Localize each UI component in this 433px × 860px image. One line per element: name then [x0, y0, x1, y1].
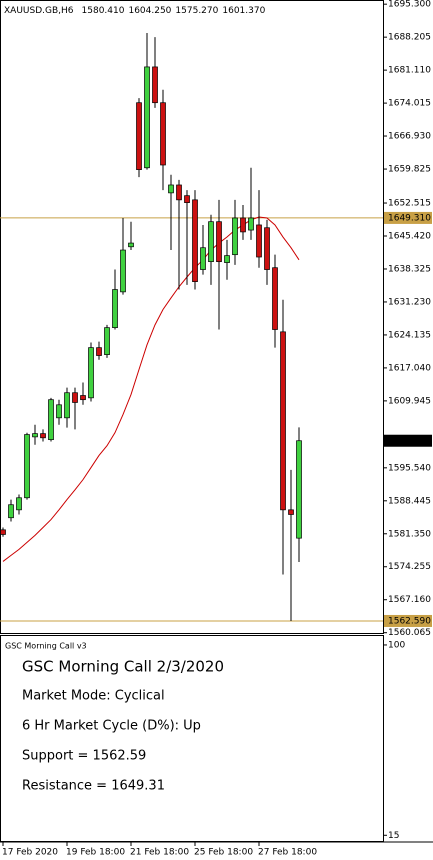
candle-body [40, 433, 46, 439]
symbol: XAUUSD.GB,H6 [4, 6, 74, 16]
y-tick-label: 1567.160 [388, 595, 431, 605]
low-value: 1575.270 [175, 6, 218, 16]
level-label: 1649.310 [388, 213, 431, 223]
candle-body [136, 102, 142, 170]
candle-body [200, 247, 206, 270]
y-tick-label: 1560.065 [388, 628, 431, 638]
candle-body [168, 184, 174, 194]
candle-body [64, 392, 70, 419]
candle-body [280, 331, 286, 511]
candle-body [248, 217, 254, 231]
candle-body [104, 327, 110, 355]
y-tick-label: 1659.825 [388, 165, 431, 175]
candle-body [144, 66, 150, 169]
y-tick-label: 1652.515 [388, 199, 431, 209]
open-value: 1580.410 [82, 6, 125, 16]
y-tick-label: 1624.135 [388, 330, 431, 340]
candle-body [288, 509, 294, 515]
candle-body [8, 504, 14, 519]
y-tick-label: 1645.420 [388, 232, 431, 242]
panel-line: Resistance = 1649.31 [22, 779, 165, 794]
candle-body [112, 289, 118, 329]
candle-body [208, 221, 214, 263]
close-value: 1601.370 [222, 6, 265, 16]
level-label: 1562.590 [388, 616, 431, 626]
y-tick-label: 1681.110 [388, 66, 431, 76]
last-price-label: 1601.370 [388, 436, 431, 446]
candle-body [296, 440, 302, 539]
candle-body [96, 347, 102, 356]
candle-body [184, 195, 190, 203]
x-tick-label: 17 Feb 2020 [2, 848, 58, 858]
candle-body [16, 497, 22, 511]
candle-body [272, 267, 278, 330]
y-tick-label: 1688.205 [388, 33, 431, 43]
candle-body [72, 392, 78, 403]
high-value: 1604.250 [128, 6, 171, 16]
x-tick-label: 19 Feb 18:00 [66, 848, 125, 858]
candle-body [240, 217, 246, 233]
y-tick-label: 1666.930 [388, 132, 431, 142]
y-tick-label: 1695.300 [388, 0, 431, 10]
candle-body [80, 395, 86, 401]
panel-line: Market Mode: Cyclical [22, 689, 165, 704]
candle-body [56, 404, 62, 419]
last-price-bg [384, 434, 432, 447]
level-label-bg [384, 614, 432, 627]
x-tick-label: 21 Feb 18:00 [130, 848, 189, 858]
indicator-panel [0, 635, 384, 842]
y-tick-label: 1631.230 [388, 297, 431, 307]
panel-line: Support = 1562.59 [22, 749, 146, 764]
candle-body [176, 184, 182, 201]
candle-body [224, 255, 230, 263]
candle-body [48, 399, 54, 441]
candle-body [232, 217, 238, 256]
candle-body [0, 529, 6, 535]
candle-body [128, 242, 134, 248]
y-tick-label: 1588.445 [388, 496, 431, 506]
y-tick-label: 1674.015 [388, 99, 431, 109]
panel-name: GSC Morning Call v3 [5, 642, 87, 651]
y-tick-label: 1638.325 [388, 264, 431, 274]
candle-body [264, 227, 270, 270]
candle-body [160, 102, 166, 166]
panel-title: GSC Morning Call 2/3/2020 [22, 658, 224, 676]
candle-body [32, 433, 38, 438]
x-tick-label: 25 Feb 18:00 [194, 848, 253, 858]
y-tick-label: 1617.040 [388, 363, 431, 373]
panel-line: 6 Hr Market Cycle (D%): Up [22, 719, 201, 734]
main-panel [0, 0, 384, 634]
candle-body [152, 66, 158, 104]
candle-body [192, 199, 198, 282]
header: XAUUSD.GB,H6 1580.410 1604.250 1575.270 1601… [4, 6, 266, 16]
y-tick-label: 1609.945 [388, 396, 431, 406]
y-tick-label: 1574.255 [388, 562, 431, 572]
panel-y-tick-label: 100 [388, 640, 405, 650]
panel-y-tick-label: 15 [388, 831, 399, 841]
candle-body [24, 434, 30, 499]
candle-body [216, 221, 222, 263]
candle-body [120, 249, 126, 293]
y-tick-label: 1595.540 [388, 463, 431, 473]
level-label-bg [384, 211, 432, 224]
candle-body [88, 347, 94, 399]
x-tick-label: 27 Feb 18:00 [258, 848, 317, 858]
y-tick-label: 1581.350 [388, 529, 431, 539]
candle-body [256, 224, 262, 258]
